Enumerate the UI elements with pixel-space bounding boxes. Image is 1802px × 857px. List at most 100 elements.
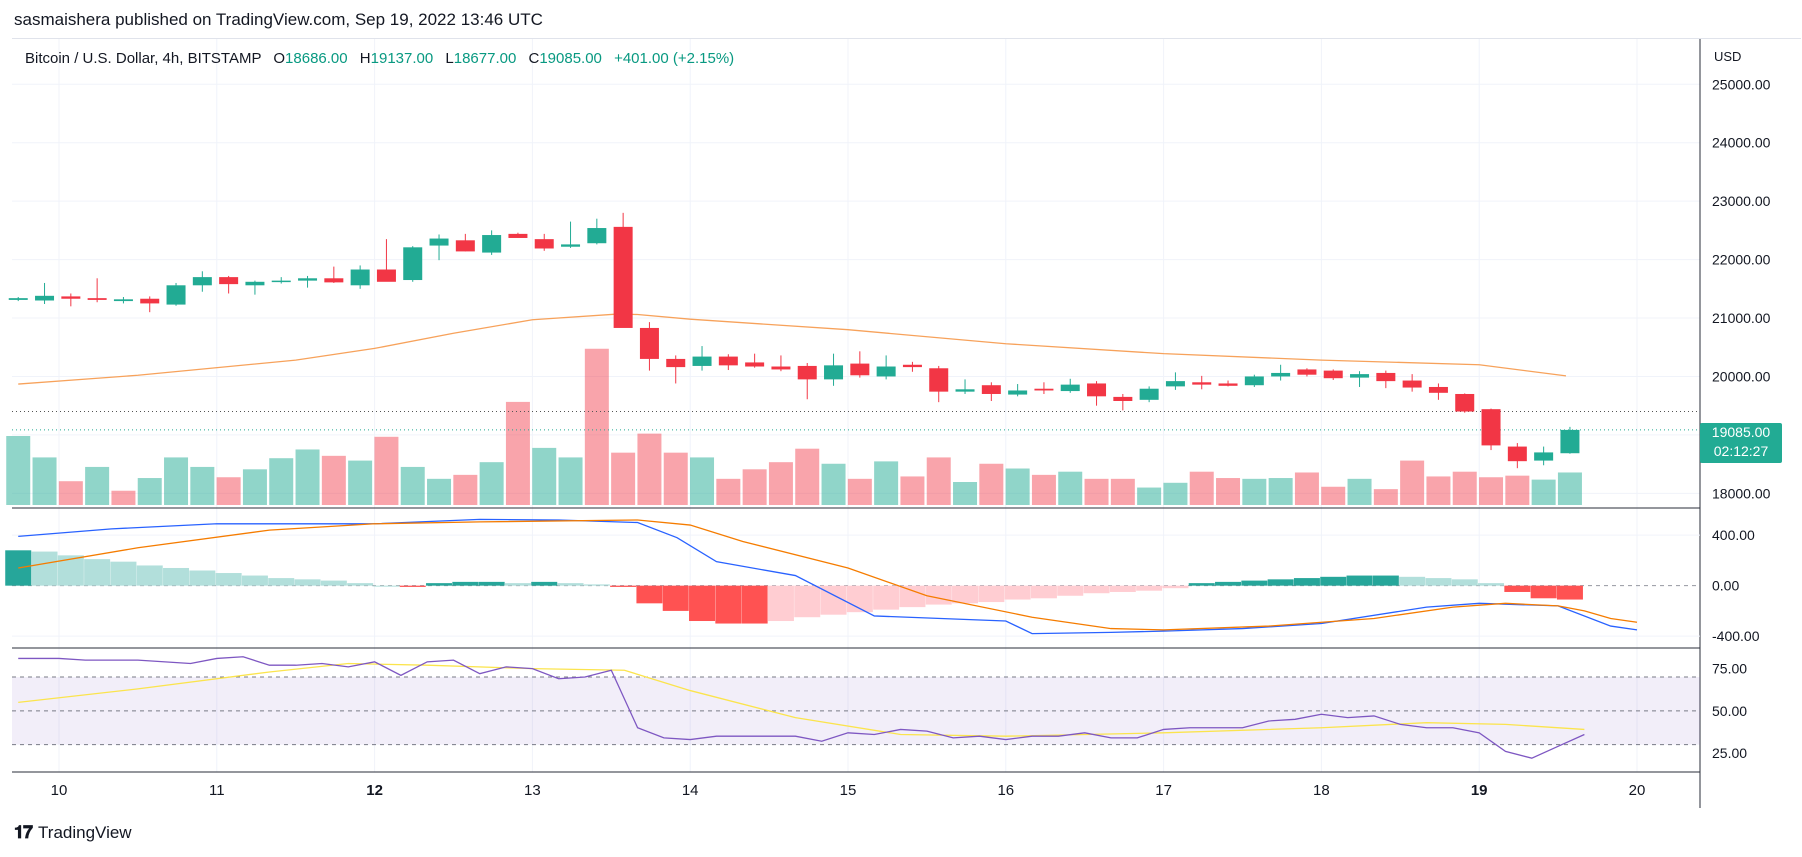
candle-body (298, 278, 318, 281)
macd-histogram-bar (373, 585, 400, 587)
volume-bar (1031, 474, 1056, 505)
volume-bar (1479, 477, 1504, 505)
macd-histogram-bar (610, 585, 637, 587)
volume-bar (1058, 471, 1083, 505)
macd-histogram-bar (426, 583, 453, 586)
footer-brand[interactable]: 𝟏𝟕 TradingView (14, 822, 132, 843)
macd-histogram-bar (1556, 585, 1583, 600)
candle-body (376, 269, 396, 282)
volume-bar (847, 478, 872, 505)
candle-body (429, 238, 449, 246)
time-tick-label: 15 (840, 782, 857, 799)
volume-bar (953, 482, 978, 505)
time-tick-label: 13 (524, 782, 541, 799)
candle-body (455, 240, 475, 252)
volume-bar (768, 462, 793, 505)
macd-histogram-bar (1136, 585, 1163, 591)
candle-body (1034, 388, 1054, 391)
macd-histogram-bar (1346, 575, 1373, 586)
volume-bar (505, 401, 530, 505)
macd-signal-line (18, 519, 1638, 631)
volume-bar (32, 457, 57, 505)
candle-body (1113, 396, 1133, 401)
time-tick-label: 12 (366, 782, 383, 799)
moving-average-line (18, 313, 1567, 385)
macd-histogram-bar (320, 580, 347, 586)
volume-bar (269, 458, 294, 505)
volume-bar (137, 478, 162, 505)
volume-bar (900, 476, 925, 505)
price-tick-label: 23000.00 (1712, 193, 1771, 209)
published-caption: sasmaishera published on TradingView.com… (14, 10, 543, 29)
volume-bar (111, 490, 136, 505)
macd-histogram-bar (583, 584, 610, 586)
macd-histogram-bar (662, 585, 689, 611)
candle-body (166, 285, 186, 305)
candle-body (508, 233, 528, 238)
macd-histogram-bar (531, 581, 558, 586)
macd-histogram-bar (557, 583, 584, 586)
volume-bar (1110, 478, 1135, 505)
candle-body (850, 363, 870, 376)
candle-body (1455, 393, 1475, 412)
candle-body (1507, 446, 1527, 462)
time-tick-label: 20 (1629, 782, 1646, 799)
time-tick-label: 19 (1471, 782, 1488, 799)
candle-body (35, 295, 55, 301)
volume-bar (479, 462, 504, 505)
macd-histogram-bar (1530, 585, 1557, 599)
volume-bar (874, 461, 899, 505)
last-price-badge: 19085.00 02:12:27 (1700, 423, 1782, 463)
volume-bar (1505, 475, 1530, 505)
candle-body (192, 277, 212, 286)
macd-histogram-bar (478, 581, 505, 586)
macd-histogram-bar (452, 581, 479, 586)
volume-bar (85, 466, 110, 505)
candle-body (219, 277, 239, 285)
volume-bar (295, 449, 320, 505)
price-tick-label: 21000.00 (1712, 310, 1771, 326)
macd-histogram-bar (1478, 583, 1505, 586)
macd-histogram-bar (899, 585, 926, 608)
macd-histogram-bar (978, 585, 1005, 603)
macd-tick-label: 400.00 (1712, 527, 1755, 543)
candle-body (1481, 409, 1501, 446)
rsi-tick-label: 50.00 (1712, 703, 1747, 719)
macd-histogram-bar (767, 585, 794, 622)
price-tick-label: 22000.00 (1712, 252, 1771, 268)
candle-body (245, 281, 265, 286)
rsi-tick-label: 25.00 (1712, 745, 1747, 761)
candle-body (482, 235, 502, 253)
candle-body (1297, 369, 1317, 375)
macd-histogram-bar (1109, 585, 1136, 592)
macd-histogram-bar (110, 561, 137, 586)
time-tick-label: 16 (997, 782, 1014, 799)
volume-bar (1084, 478, 1109, 505)
candle-body (1008, 390, 1028, 395)
time-tick-label: 14 (682, 782, 699, 799)
macd-histogram-bar (1293, 578, 1320, 586)
volume-bar (1242, 478, 1267, 505)
macd-histogram-bar (1188, 583, 1215, 586)
volume-bar (427, 478, 452, 505)
macd-histogram-bar (31, 551, 58, 586)
volume-bar (558, 457, 583, 505)
candle-body (613, 226, 633, 328)
volume-bar (453, 474, 478, 505)
volume-bar (690, 457, 715, 505)
candle-body (1087, 383, 1107, 397)
candle-body (718, 356, 738, 366)
volume-bar (348, 460, 373, 505)
macd-histogram-bar (1451, 579, 1478, 586)
close-value: 19085.00 (539, 50, 602, 67)
candle-body (587, 228, 607, 244)
price-tick-label: 20000.00 (1712, 368, 1771, 384)
candle-body (692, 356, 712, 366)
candle-body (1323, 370, 1343, 379)
macd-histogram-bar (1267, 579, 1294, 586)
macd-histogram-bar (1162, 585, 1189, 589)
candle-body (350, 269, 370, 286)
macd-histogram-bar (1372, 575, 1399, 586)
candle-body (8, 298, 28, 300)
